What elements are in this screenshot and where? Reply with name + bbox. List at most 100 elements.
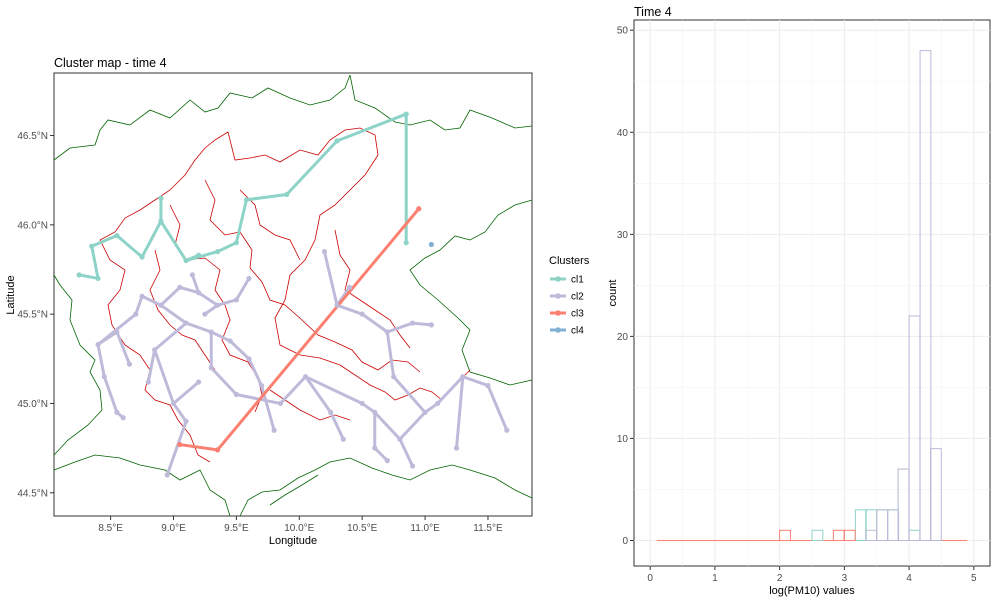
point-cl2-13 <box>208 329 214 335</box>
hist-y-tick-label-2: 20 <box>617 332 629 343</box>
point-cl1-9 <box>243 197 250 203</box>
map-y-tick-label-2: 45.5°N <box>17 310 48 321</box>
map-x-tick-label-4: 10.5°E <box>347 523 377 534</box>
point-cl1-10 <box>284 191 290 198</box>
histogram-y-axis-label: count <box>607 280 619 307</box>
hist-x-tick-label-1: 1 <box>712 573 718 584</box>
point-cl2-28 <box>302 374 309 380</box>
point-cl1-15 <box>196 252 202 258</box>
edge-cl1-7 <box>216 241 238 254</box>
hist-bar-cl2-6 <box>929 448 942 541</box>
edge-cl2-15 <box>228 339 251 361</box>
point-cl2-7 <box>214 302 221 308</box>
edge-cl2-44 <box>411 321 433 327</box>
edge-cl1-9 <box>244 192 289 202</box>
edge-cl2-12 <box>146 348 157 384</box>
outer-boundary-west <box>53 274 103 456</box>
point-cl2-44 <box>428 322 434 328</box>
point-cl2-42 <box>384 329 390 335</box>
point-cl2-4 <box>158 302 164 308</box>
hist-y-tick-label-0: 0 <box>622 536 628 547</box>
point-cl1-5 <box>158 218 164 224</box>
point-cl2-14 <box>227 338 233 344</box>
edge-cl2-18 <box>96 343 106 379</box>
edge-cl2-45 <box>360 312 389 334</box>
cluster-points <box>76 111 510 478</box>
point-cl2-17 <box>271 427 277 433</box>
edge-cl2-40 <box>455 375 465 450</box>
region-boundary-internal-3 <box>239 189 301 261</box>
point-cl2-15 <box>246 356 252 362</box>
outer-boundary-south-inner <box>269 474 319 506</box>
map-y-tick-label-0: 44.5°N <box>17 488 48 499</box>
point-cl1-8 <box>233 240 239 246</box>
point-cl2-29 <box>328 409 334 415</box>
edge-cl2-13 <box>184 321 213 334</box>
point-cl2-40 <box>453 445 460 451</box>
edge-cl2-1 <box>115 330 131 366</box>
point-cl2-19 <box>114 409 120 415</box>
edge-cl2-51 <box>190 273 201 295</box>
map-y-tick-label-4: 46.5°N <box>17 131 48 142</box>
point-cl2-46 <box>334 302 340 308</box>
edge-cl2-11 <box>153 321 188 352</box>
point-cl2-23 <box>196 379 202 385</box>
histogram-bars <box>779 50 942 541</box>
outer-boundary-southwest <box>53 454 231 517</box>
edge-cl2-6 <box>178 285 201 295</box>
point-cl2-38 <box>485 383 491 389</box>
legend-title: Clusters <box>549 255 590 267</box>
edge-cl2-34 <box>398 437 414 468</box>
edge-cl1-11 <box>335 112 408 143</box>
hist-x-tick-label-4: 4 <box>906 573 912 584</box>
region-boundary-internal-6 <box>269 389 351 421</box>
map-panel-border <box>53 72 533 517</box>
legend-point-cl3 <box>555 310 561 316</box>
point-cl1-6 <box>183 257 189 264</box>
edge-cl2-30 <box>329 410 345 441</box>
hist-y-tick-label-1: 10 <box>617 434 629 445</box>
map-x-tick-label-5: 11.0°E <box>410 523 440 534</box>
edge-cl2-42 <box>385 330 396 379</box>
outer-boundary-northeast <box>349 74 533 131</box>
point-cl2-43 <box>409 320 416 326</box>
histogram-title: Time 4 <box>634 5 672 19</box>
point-cl2-2 <box>126 361 133 367</box>
point-cl2-50 <box>189 272 195 278</box>
point-cl1-7 <box>214 249 221 255</box>
map-x-tick-label-1: 9.0°E <box>161 523 186 534</box>
map-title: Cluster map - time 4 <box>54 56 167 70</box>
edge-cl2-41 <box>392 375 427 414</box>
map-x-tick-label-2: 9.5°E <box>224 523 249 534</box>
hist-bar-cl3-0 <box>779 529 791 541</box>
point-cl2-31 <box>359 400 365 407</box>
edge-cl2-4 <box>140 294 163 307</box>
point-cl3-0 <box>177 441 183 448</box>
histogram-x-axis-label: log(PM10) values <box>769 585 855 597</box>
point-cl2-51 <box>202 311 208 317</box>
hist-x-tick-label-0: 0 <box>647 573 653 584</box>
map-y-axis-label: Latitude <box>5 275 17 314</box>
edge-cl2-33 <box>373 410 402 441</box>
legend-point-cl4 <box>555 327 561 333</box>
edge-cl1-1 <box>90 244 100 280</box>
point-cl2-48 <box>347 284 353 290</box>
region-boundary-internal-4 <box>149 249 216 371</box>
point-cl2-37 <box>460 374 466 380</box>
point-cl1-0 <box>76 272 82 278</box>
point-cl1-12 <box>403 111 409 117</box>
edge-cl2-47 <box>322 250 339 307</box>
point-cl2-8 <box>233 297 239 303</box>
point-cl2-36 <box>435 400 441 407</box>
legend-point-cl1 <box>555 276 561 282</box>
edge-cl3-1 <box>216 207 421 452</box>
edge-cl2-23 <box>165 419 188 477</box>
edge-cl3-0 <box>178 443 220 452</box>
cluster-map-panel: Cluster map - time 4 8.5 <box>5 56 533 547</box>
edge-cl2-38 <box>461 375 490 388</box>
hist-x-tick-label-2: 2 <box>777 573 783 584</box>
edge-cl2-46 <box>335 303 364 316</box>
edge-cl1-0 <box>77 273 100 280</box>
